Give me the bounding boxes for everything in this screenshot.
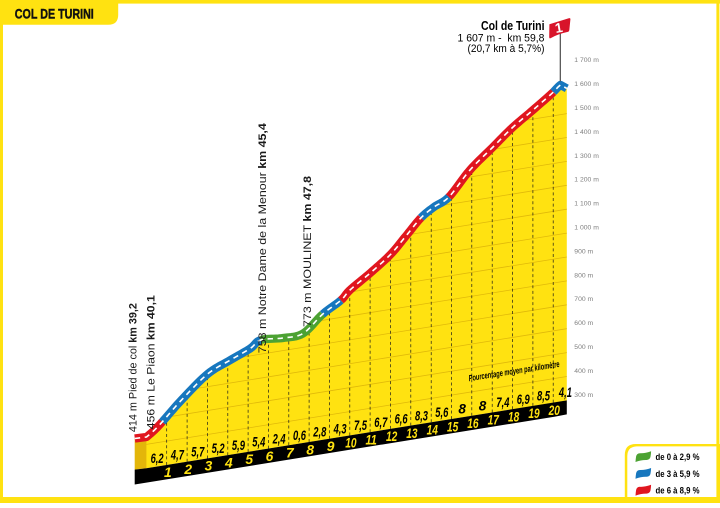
svg-text:9: 9: [327, 439, 335, 454]
svg-text:500 m: 500 m: [574, 344, 593, 351]
svg-text:20: 20: [548, 403, 560, 418]
svg-text:4,1: 4,1: [558, 385, 572, 400]
svg-text:414 m Pied de col km 39,2: 414 m Pied de col km 39,2: [128, 303, 140, 432]
svg-text:1 500 m: 1 500 m: [574, 105, 599, 112]
svg-text:14: 14: [427, 423, 439, 438]
svg-text:1 600 m: 1 600 m: [574, 81, 599, 88]
svg-text:600 m: 600 m: [574, 320, 593, 327]
svg-text:0,6: 0,6: [293, 428, 306, 443]
svg-text:10: 10: [345, 436, 357, 451]
svg-text:1 607 m - km 59,8: 1 607 m - km 59,8: [458, 33, 545, 45]
svg-text:1 100 m: 1 100 m: [574, 201, 599, 208]
svg-text:5: 5: [245, 452, 253, 467]
svg-text:5,2: 5,2: [212, 441, 225, 456]
svg-text:15: 15: [447, 419, 459, 434]
svg-text:1 700 m: 1 700 m: [574, 57, 599, 64]
svg-text:3: 3: [205, 459, 213, 474]
svg-text:de 3 à 5,9 %: de 3 à 5,9 %: [656, 469, 700, 479]
svg-text:5,9: 5,9: [232, 438, 245, 453]
svg-text:8: 8: [479, 399, 487, 414]
svg-text:(20,7 km à 5,7%): (20,7 km à 5,7%): [468, 43, 545, 55]
svg-text:6,6: 6,6: [395, 412, 408, 427]
svg-text:8: 8: [458, 402, 466, 417]
svg-text:6,2: 6,2: [151, 451, 164, 466]
svg-text:6: 6: [266, 449, 274, 464]
svg-text:1 000 m: 1 000 m: [574, 225, 599, 232]
svg-text:16: 16: [467, 416, 479, 431]
svg-text:6,7: 6,7: [374, 415, 388, 430]
svg-text:4,7: 4,7: [170, 448, 185, 463]
svg-text:456 m Le Piaon km 40,1: 456 m Le Piaon km 40,1: [146, 295, 158, 429]
svg-text:1 200 m: 1 200 m: [574, 177, 599, 184]
svg-text:2,4: 2,4: [272, 431, 286, 446]
svg-text:19: 19: [528, 406, 540, 421]
svg-text:5,6: 5,6: [435, 405, 448, 420]
svg-text:12: 12: [386, 429, 398, 444]
svg-text:8: 8: [306, 442, 314, 457]
svg-text:13: 13: [406, 426, 418, 441]
svg-text:1 300 m: 1 300 m: [574, 153, 599, 160]
svg-text:8,5: 8,5: [537, 389, 550, 404]
svg-text:7: 7: [286, 446, 295, 461]
svg-text:7,5: 7,5: [354, 418, 367, 433]
svg-text:4,3: 4,3: [333, 421, 347, 436]
svg-text:2: 2: [183, 462, 192, 477]
svg-text:5,4: 5,4: [252, 435, 265, 450]
svg-text:8,3: 8,3: [415, 408, 428, 423]
svg-text:900 m: 900 m: [574, 248, 593, 255]
svg-text:6,9: 6,9: [517, 392, 530, 407]
svg-text:COL DE TURINI: COL DE TURINI: [15, 5, 94, 21]
svg-text:de 0 à 2,9 %: de 0 à 2,9 %: [656, 452, 700, 462]
svg-text:300 m: 300 m: [574, 392, 593, 399]
svg-text:5,7: 5,7: [191, 444, 205, 459]
svg-text:758 m Notre Dame de la Menour: 758 m Notre Dame de la Menour km 45,4: [257, 123, 269, 353]
svg-text:773 m MOULINET km 47,8: 773 m MOULINET km 47,8: [302, 176, 314, 327]
svg-text:18: 18: [508, 409, 520, 424]
svg-text:800 m: 800 m: [574, 272, 593, 279]
svg-text:2,8: 2,8: [313, 425, 327, 440]
svg-text:Col de Turini: Col de Turini: [481, 19, 545, 33]
svg-text:4: 4: [224, 455, 233, 470]
svg-text:700 m: 700 m: [574, 296, 593, 303]
svg-text:de 6 à 8,9 %: de 6 à 8,9 %: [656, 486, 700, 496]
svg-text:17: 17: [488, 413, 500, 428]
svg-text:1: 1: [164, 465, 172, 480]
svg-text:1: 1: [554, 20, 564, 36]
svg-text:7,4: 7,4: [496, 395, 509, 410]
svg-text:1 400 m: 1 400 m: [574, 129, 599, 136]
svg-text:11: 11: [366, 432, 377, 447]
svg-text:400 m: 400 m: [574, 368, 593, 375]
